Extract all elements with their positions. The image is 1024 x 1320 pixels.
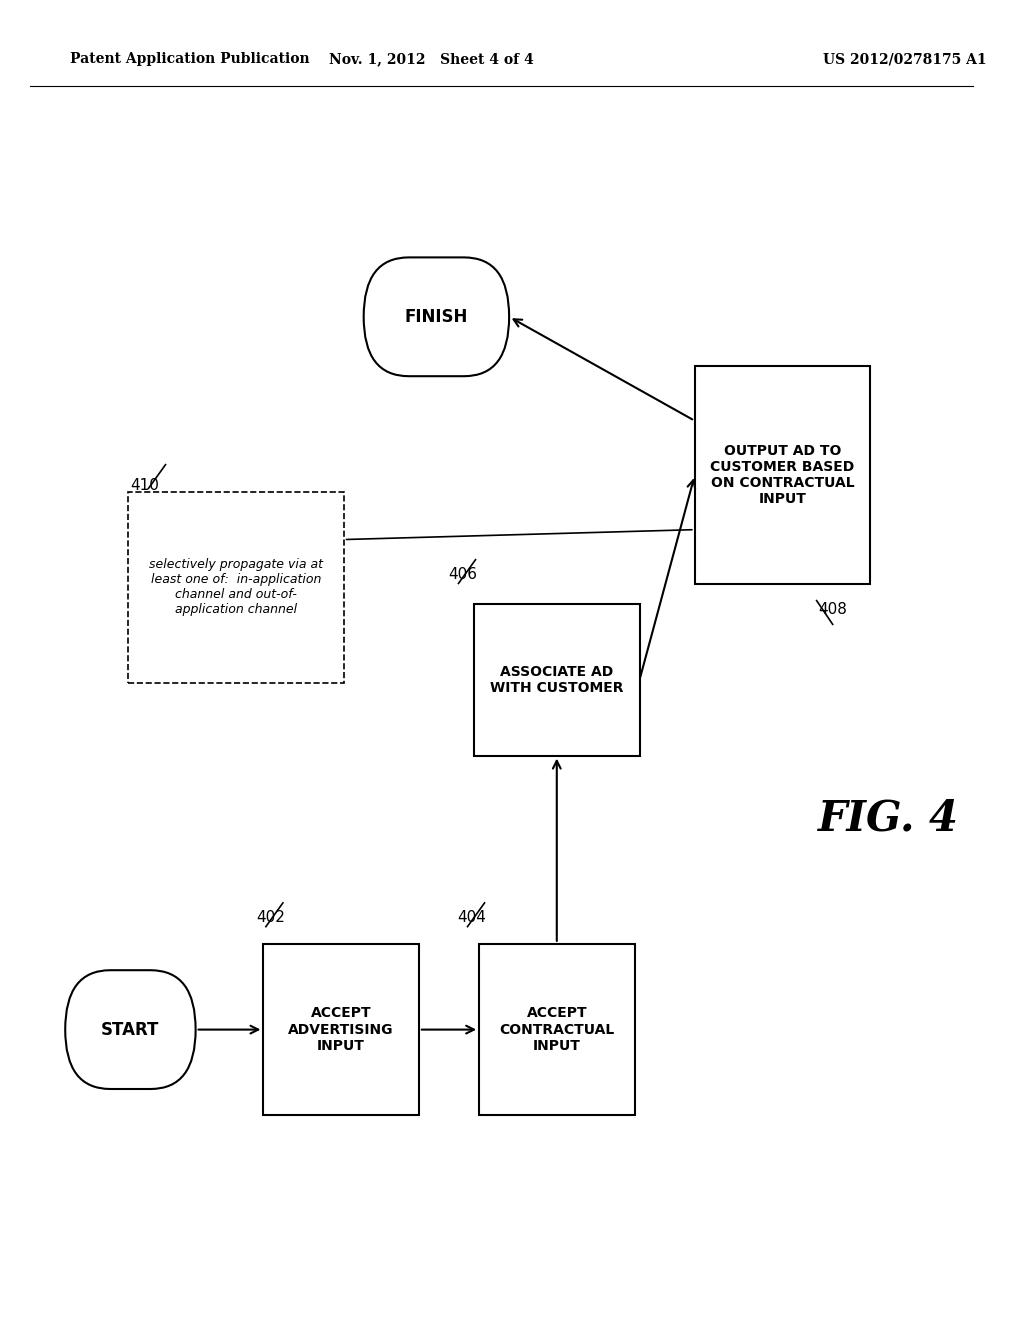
FancyBboxPatch shape [694, 366, 870, 583]
FancyBboxPatch shape [474, 605, 640, 755]
Text: Nov. 1, 2012   Sheet 4 of 4: Nov. 1, 2012 Sheet 4 of 4 [329, 53, 534, 66]
Text: FIG. 4: FIG. 4 [817, 797, 958, 840]
Text: OUTPUT AD TO
CUSTOMER BASED
ON CONTRACTUAL
INPUT: OUTPUT AD TO CUSTOMER BASED ON CONTRACTU… [711, 444, 855, 507]
Text: ACCEPT
ADVERTISING
INPUT: ACCEPT ADVERTISING INPUT [289, 1006, 394, 1053]
Text: selectively propagate via at
least one of:  in-application
channel and out-of-
a: selectively propagate via at least one o… [148, 558, 323, 616]
Text: ACCEPT
CONTRACTUAL
INPUT: ACCEPT CONTRACTUAL INPUT [499, 1006, 614, 1053]
FancyBboxPatch shape [364, 257, 509, 376]
Text: START: START [101, 1020, 160, 1039]
Text: FINISH: FINISH [404, 308, 468, 326]
Text: 402: 402 [256, 909, 285, 925]
Text: Patent Application Publication: Patent Application Publication [71, 53, 310, 66]
Text: 404: 404 [458, 909, 486, 925]
FancyBboxPatch shape [263, 944, 419, 1115]
FancyBboxPatch shape [479, 944, 635, 1115]
Text: 408: 408 [818, 602, 848, 618]
Text: 410: 410 [130, 478, 160, 494]
FancyBboxPatch shape [66, 970, 196, 1089]
Text: US 2012/0278175 A1: US 2012/0278175 A1 [822, 53, 986, 66]
Text: 406: 406 [449, 566, 477, 582]
Text: ASSOCIATE AD
WITH CUSTOMER: ASSOCIATE AD WITH CUSTOMER [490, 665, 624, 694]
FancyBboxPatch shape [128, 491, 344, 682]
